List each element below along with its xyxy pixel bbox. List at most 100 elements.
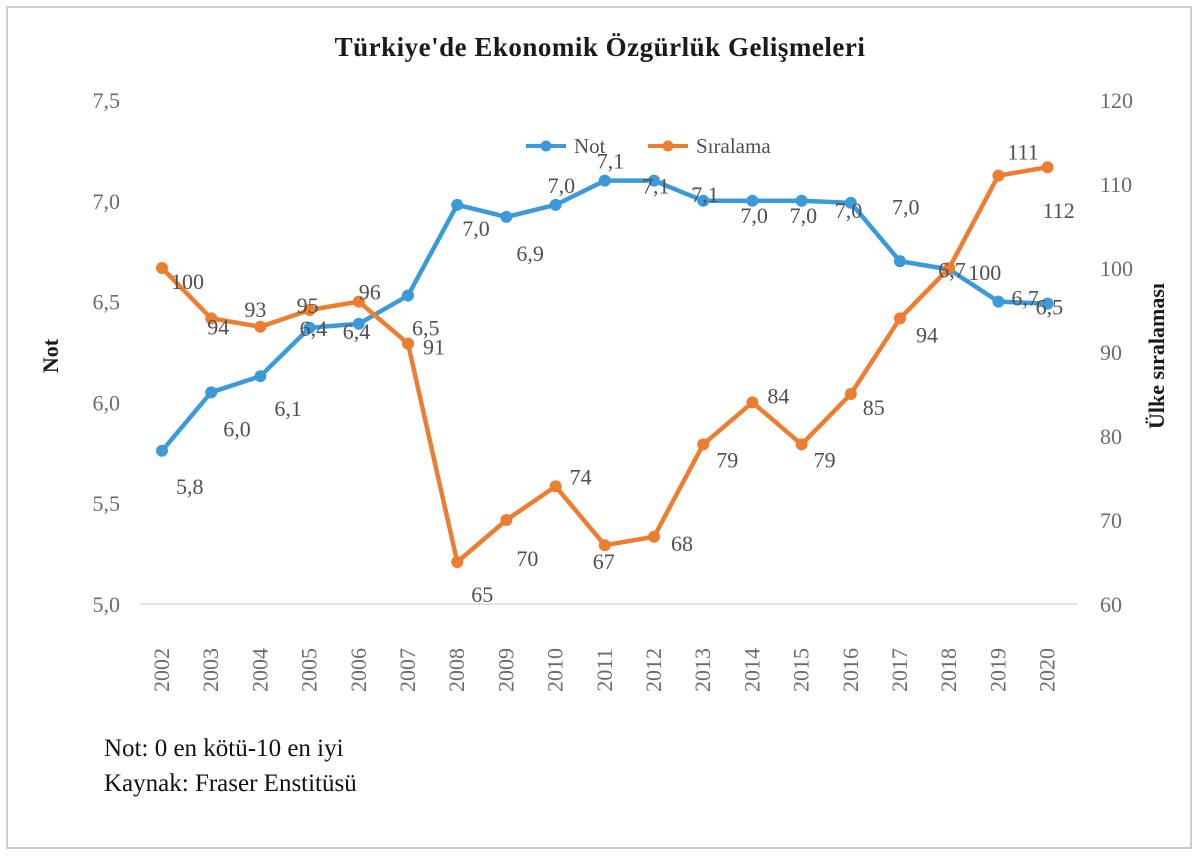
right-tick-label: 80 <box>1100 424 1122 449</box>
data-label-not: 7,1 <box>597 149 625 174</box>
point-not[interactable] <box>402 289 414 302</box>
point-not[interactable] <box>1041 297 1054 310</box>
data-label-not: 6,7 <box>1011 286 1039 311</box>
chart-frame <box>6 6 1192 849</box>
data-label-not: 7,0 <box>892 194 920 219</box>
point-siralama[interactable] <box>352 295 365 308</box>
x-tick-label: 2010 <box>543 648 568 692</box>
point-siralama[interactable] <box>598 539 611 552</box>
x-axis-ticks: 2002 2003 2004 2005 2006 2007 2008 2009 2010 2011… <box>149 648 1060 692</box>
data-label-siralama: 100 <box>171 269 204 294</box>
right-tick-label: 90 <box>1100 340 1122 365</box>
right-axis-title: Ülke sıralaması <box>1144 283 1169 429</box>
data-label-not: 7,0 <box>462 216 490 241</box>
left-tick-label: 5,5 <box>93 491 121 516</box>
data-label-not: 6,0 <box>223 416 251 441</box>
point-not[interactable] <box>697 194 710 207</box>
scale-note: Not: 0 en kötü-10 en iyi <box>104 735 344 762</box>
point-not[interactable] <box>303 321 316 334</box>
point-not[interactable] <box>844 196 857 209</box>
data-label-not: 6,1 <box>274 396 302 421</box>
point-not[interactable] <box>205 386 218 399</box>
point-siralama[interactable] <box>1041 161 1054 174</box>
legend-item-siralama[interactable]: Sıralama <box>648 134 771 158</box>
right-tick-label: 70 <box>1100 508 1122 533</box>
data-label-not: 7,0 <box>790 203 818 228</box>
data-label-not: 7,1 <box>642 174 670 199</box>
point-not[interactable] <box>500 210 513 223</box>
point-siralama[interactable] <box>992 169 1005 182</box>
data-label-siralama: 84 <box>767 383 789 408</box>
point-not[interactable] <box>254 370 267 383</box>
x-tick-label: 2018 <box>936 648 961 692</box>
point-siralama[interactable] <box>156 262 168 274</box>
right-tick-label: 100 <box>1100 256 1133 281</box>
data-label-not: 6,4 <box>300 316 328 341</box>
point-not[interactable] <box>549 198 562 211</box>
x-tick-label: 2006 <box>346 648 371 692</box>
data-label-not: 6,9 <box>516 241 544 266</box>
left-tick-label: 6,0 <box>93 390 121 415</box>
point-not[interactable] <box>795 194 808 207</box>
point-siralama[interactable] <box>402 337 414 350</box>
point-siralama[interactable] <box>795 438 808 451</box>
left-tick-label: 7,0 <box>93 189 121 214</box>
point-not[interactable] <box>598 174 611 187</box>
right-axis-ticks: 60 70 80 90 100 110 120 <box>1100 88 1133 617</box>
data-label-not: 6,4 <box>343 319 371 344</box>
source-note: Kaynak: Fraser Enstitüsü <box>104 770 357 797</box>
left-axis-title: Not <box>38 338 63 373</box>
point-siralama[interactable] <box>254 320 267 333</box>
data-label-not: 7,0 <box>548 173 576 198</box>
point-not[interactable] <box>648 174 660 187</box>
point-not[interactable] <box>156 444 168 457</box>
data-label-siralama: 100 <box>968 260 1001 285</box>
point-not[interactable] <box>451 198 464 211</box>
data-label-not: 7,0 <box>740 203 768 228</box>
point-not[interactable] <box>352 317 365 330</box>
right-tick-label: 120 <box>1100 88 1133 113</box>
point-not[interactable] <box>992 295 1005 308</box>
point-siralama[interactable] <box>746 396 759 409</box>
point-siralama[interactable] <box>303 304 316 316</box>
point-siralama[interactable] <box>844 388 857 400</box>
point-siralama[interactable] <box>451 556 464 568</box>
right-tick-label: 60 <box>1100 592 1122 617</box>
data-label-siralama: 67 <box>593 549 615 574</box>
x-tick-label: 2008 <box>444 648 469 692</box>
left-tick-label: 6,5 <box>93 290 121 315</box>
legend: Not Sıralama <box>526 134 771 158</box>
point-siralama[interactable] <box>943 262 956 274</box>
x-tick-label: 2002 <box>149 648 174 692</box>
left-axis-ticks: 5,0 5,5 6,0 6,5 7,0 7,5 <box>93 88 121 617</box>
data-label-not: 7,0 <box>835 198 863 223</box>
data-label-siralama: 96 <box>359 280 381 305</box>
x-tick-label: 2016 <box>838 648 863 692</box>
point-siralama[interactable] <box>205 312 218 325</box>
data-label-not: 5,8 <box>176 474 204 499</box>
data-label-not: 6,5 <box>1036 295 1064 320</box>
data-label-siralama: 85 <box>863 395 885 420</box>
x-tick-label: 2014 <box>739 648 764 692</box>
point-siralama[interactable] <box>500 514 513 526</box>
data-label-siralama: 94 <box>207 314 229 339</box>
data-label-siralama: 79 <box>814 447 836 472</box>
legend-label-not: Not <box>574 134 606 158</box>
data-labels: 5,8 6,0 6,1 6,4 6,4 6,5 7,0 6,9 7,0 7,1 7,1 7,1 7,0 7… <box>171 140 1075 607</box>
data-label-siralama: 112 <box>1043 198 1075 223</box>
point-siralama[interactable] <box>697 438 710 451</box>
point-not[interactable] <box>894 255 906 268</box>
point-siralama[interactable] <box>894 312 906 325</box>
x-tick-label: 2003 <box>198 648 223 692</box>
data-label-siralama: 68 <box>671 531 693 556</box>
legend-item-not[interactable]: Not <box>526 134 606 158</box>
point-siralama[interactable] <box>648 530 660 543</box>
x-tick-label: 2004 <box>247 648 272 692</box>
point-siralama[interactable] <box>549 480 562 493</box>
data-label-not: 7,1 <box>691 182 719 207</box>
x-tick-label: 2020 <box>1035 648 1060 692</box>
data-label-not: 6,7 <box>938 257 966 282</box>
point-not[interactable] <box>746 194 759 207</box>
x-tick-label: 2007 <box>395 648 420 692</box>
